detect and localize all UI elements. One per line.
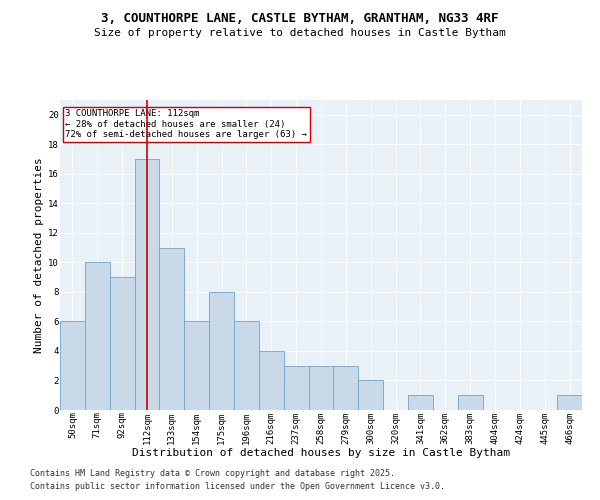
Bar xyxy=(110,277,134,410)
Bar xyxy=(334,366,358,410)
Bar xyxy=(308,366,334,410)
Text: Contains HM Land Registry data © Crown copyright and database right 2025.: Contains HM Land Registry data © Crown c… xyxy=(30,468,395,477)
X-axis label: Distribution of detached houses by size in Castle Bytham: Distribution of detached houses by size … xyxy=(132,448,510,458)
Text: Contains public sector information licensed under the Open Government Licence v3: Contains public sector information licen… xyxy=(30,482,445,491)
Bar xyxy=(557,395,582,410)
Bar xyxy=(209,292,234,410)
Bar xyxy=(184,322,209,410)
Bar xyxy=(234,322,259,410)
Bar xyxy=(284,366,308,410)
Bar xyxy=(358,380,383,410)
Text: Size of property relative to detached houses in Castle Bytham: Size of property relative to detached ho… xyxy=(94,28,506,38)
Bar xyxy=(60,322,85,410)
Text: 3 COUNTHORPE LANE: 112sqm
← 28% of detached houses are smaller (24)
72% of semi-: 3 COUNTHORPE LANE: 112sqm ← 28% of detac… xyxy=(65,110,307,139)
Bar xyxy=(458,395,482,410)
Bar xyxy=(259,351,284,410)
Bar xyxy=(408,395,433,410)
Bar xyxy=(85,262,110,410)
Text: 3, COUNTHORPE LANE, CASTLE BYTHAM, GRANTHAM, NG33 4RF: 3, COUNTHORPE LANE, CASTLE BYTHAM, GRANT… xyxy=(101,12,499,26)
Bar xyxy=(134,159,160,410)
Y-axis label: Number of detached properties: Number of detached properties xyxy=(34,157,44,353)
Bar xyxy=(160,248,184,410)
